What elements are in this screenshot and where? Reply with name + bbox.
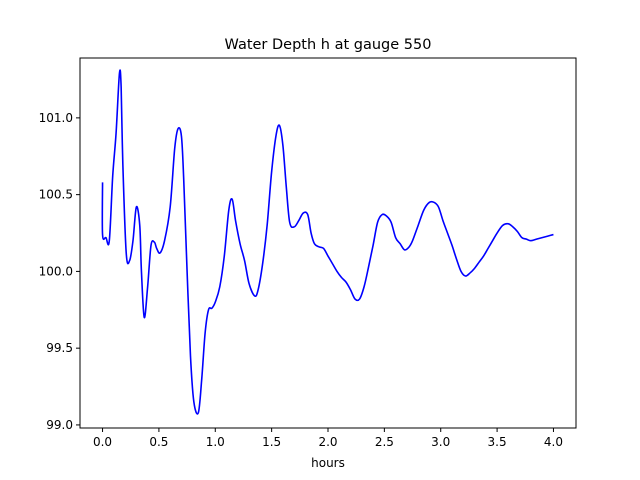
y-tick-label: 99.5 <box>46 341 73 355</box>
series-line-0 <box>101 69 554 415</box>
plot-area <box>101 69 554 415</box>
y-tick-label: 101.0 <box>39 111 73 125</box>
x-tick-label: 1.5 <box>262 435 281 449</box>
x-tick-label: 2.0 <box>318 435 337 449</box>
x-tick-label: 0.0 <box>93 435 112 449</box>
x-tick-label: 0.5 <box>149 435 168 449</box>
x-tick-label: 3.5 <box>488 435 507 449</box>
chart-title: Water Depth h at gauge 550 <box>225 37 432 53</box>
y-axis-ticks: 99.0 99.5 100.0 100.5 101.0 <box>39 111 80 432</box>
axes-frame <box>79 57 577 429</box>
x-tick-label: 2.5 <box>375 435 394 449</box>
x-axis-ticks: 0.0 0.5 1.0 1.5 2.0 2.5 3.0 3.5 4.0 <box>93 428 563 449</box>
y-tick-label: 100.5 <box>39 188 73 202</box>
x-tick-label: 1.0 <box>206 435 225 449</box>
x-tick-label: 3.0 <box>431 435 450 449</box>
y-tick-label: 100.0 <box>39 264 73 278</box>
x-axis-label: hours <box>311 456 345 470</box>
y-tick-label: 99.0 <box>46 418 73 432</box>
x-tick-label: 4.0 <box>544 435 563 449</box>
